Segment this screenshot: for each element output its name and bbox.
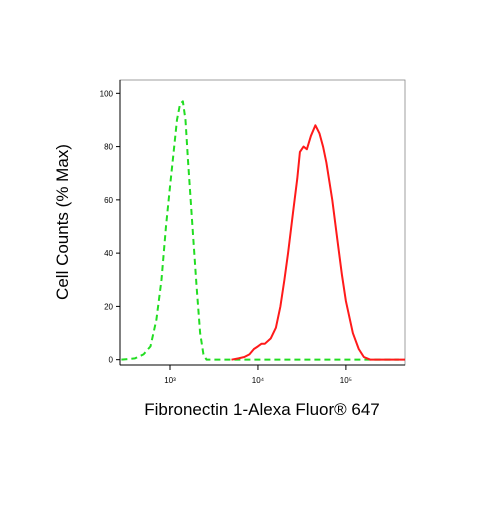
y-tick-label: 40	[104, 249, 113, 258]
y-tick-label: 20	[104, 302, 113, 311]
plot-frame	[119, 79, 406, 366]
y-tick-label: 80	[104, 143, 113, 152]
x-tick-label: 10⁵	[340, 376, 352, 385]
y-tick-label: 0	[109, 356, 114, 365]
y-tick-label: 100	[100, 89, 114, 98]
series-line	[231, 124, 405, 361]
x-tick-label: 10⁴	[252, 376, 265, 385]
x-tick-label: 10³	[164, 376, 176, 385]
y-axis-title: Cell Counts (% Max)	[53, 144, 72, 300]
x-axis-title: Fibronectin 1-Alexa Fluor® 647	[144, 400, 380, 419]
series-line	[121, 100, 399, 361]
y-tick-label: 60	[104, 196, 113, 205]
